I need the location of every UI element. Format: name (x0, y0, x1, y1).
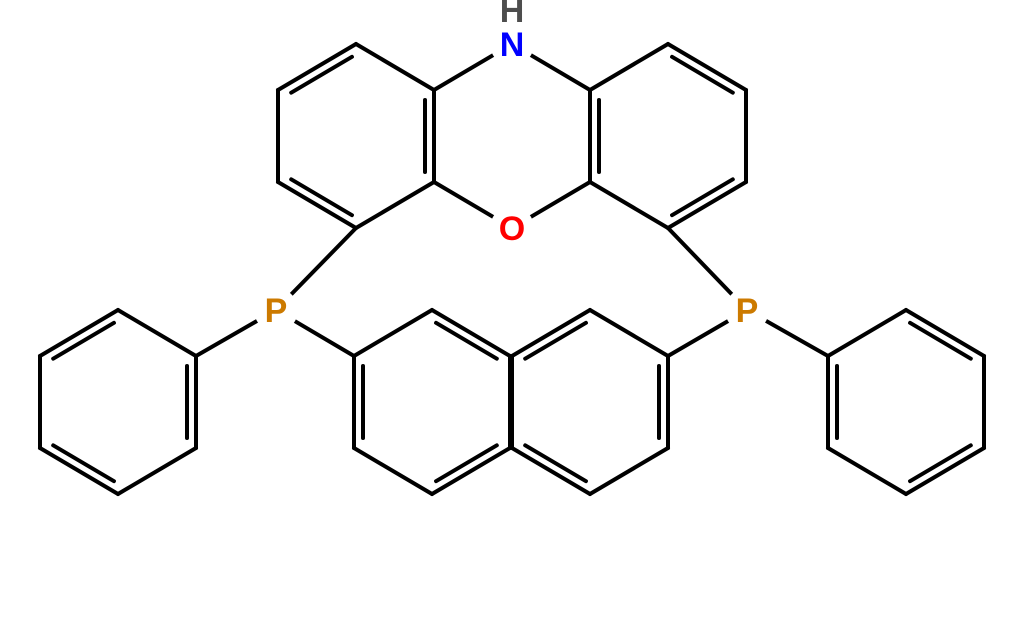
bond (762, 319, 828, 356)
atom-O: O (499, 210, 525, 248)
bond (527, 53, 590, 90)
bond (590, 448, 668, 494)
bond (356, 44, 434, 90)
bond (668, 44, 746, 90)
bond (828, 448, 906, 494)
atom-P: P (265, 292, 288, 330)
bond (40, 310, 118, 356)
bond (906, 310, 984, 356)
bond (434, 182, 497, 219)
bond (668, 319, 732, 356)
bond (668, 228, 735, 297)
molecule-diagram: NHOPP (0, 0, 1024, 634)
bond (527, 182, 590, 219)
bond (288, 228, 356, 297)
bond (906, 448, 984, 494)
bond (40, 448, 118, 494)
bond (668, 182, 746, 228)
bond (432, 310, 510, 356)
bond (196, 319, 261, 356)
bond (590, 44, 668, 90)
bond (590, 310, 668, 356)
bond (356, 182, 434, 228)
bond (278, 44, 356, 90)
bond (291, 319, 354, 356)
bond (118, 310, 196, 356)
bond (590, 182, 668, 228)
bond (354, 310, 432, 356)
bond (432, 448, 510, 494)
bond (278, 182, 356, 228)
bond (354, 448, 432, 494)
atom-H: H (500, 0, 525, 30)
atom-P: P (736, 292, 759, 330)
bond (118, 448, 196, 494)
bond (512, 310, 590, 356)
bond (828, 310, 906, 356)
bond (512, 448, 590, 494)
bond (434, 53, 497, 90)
